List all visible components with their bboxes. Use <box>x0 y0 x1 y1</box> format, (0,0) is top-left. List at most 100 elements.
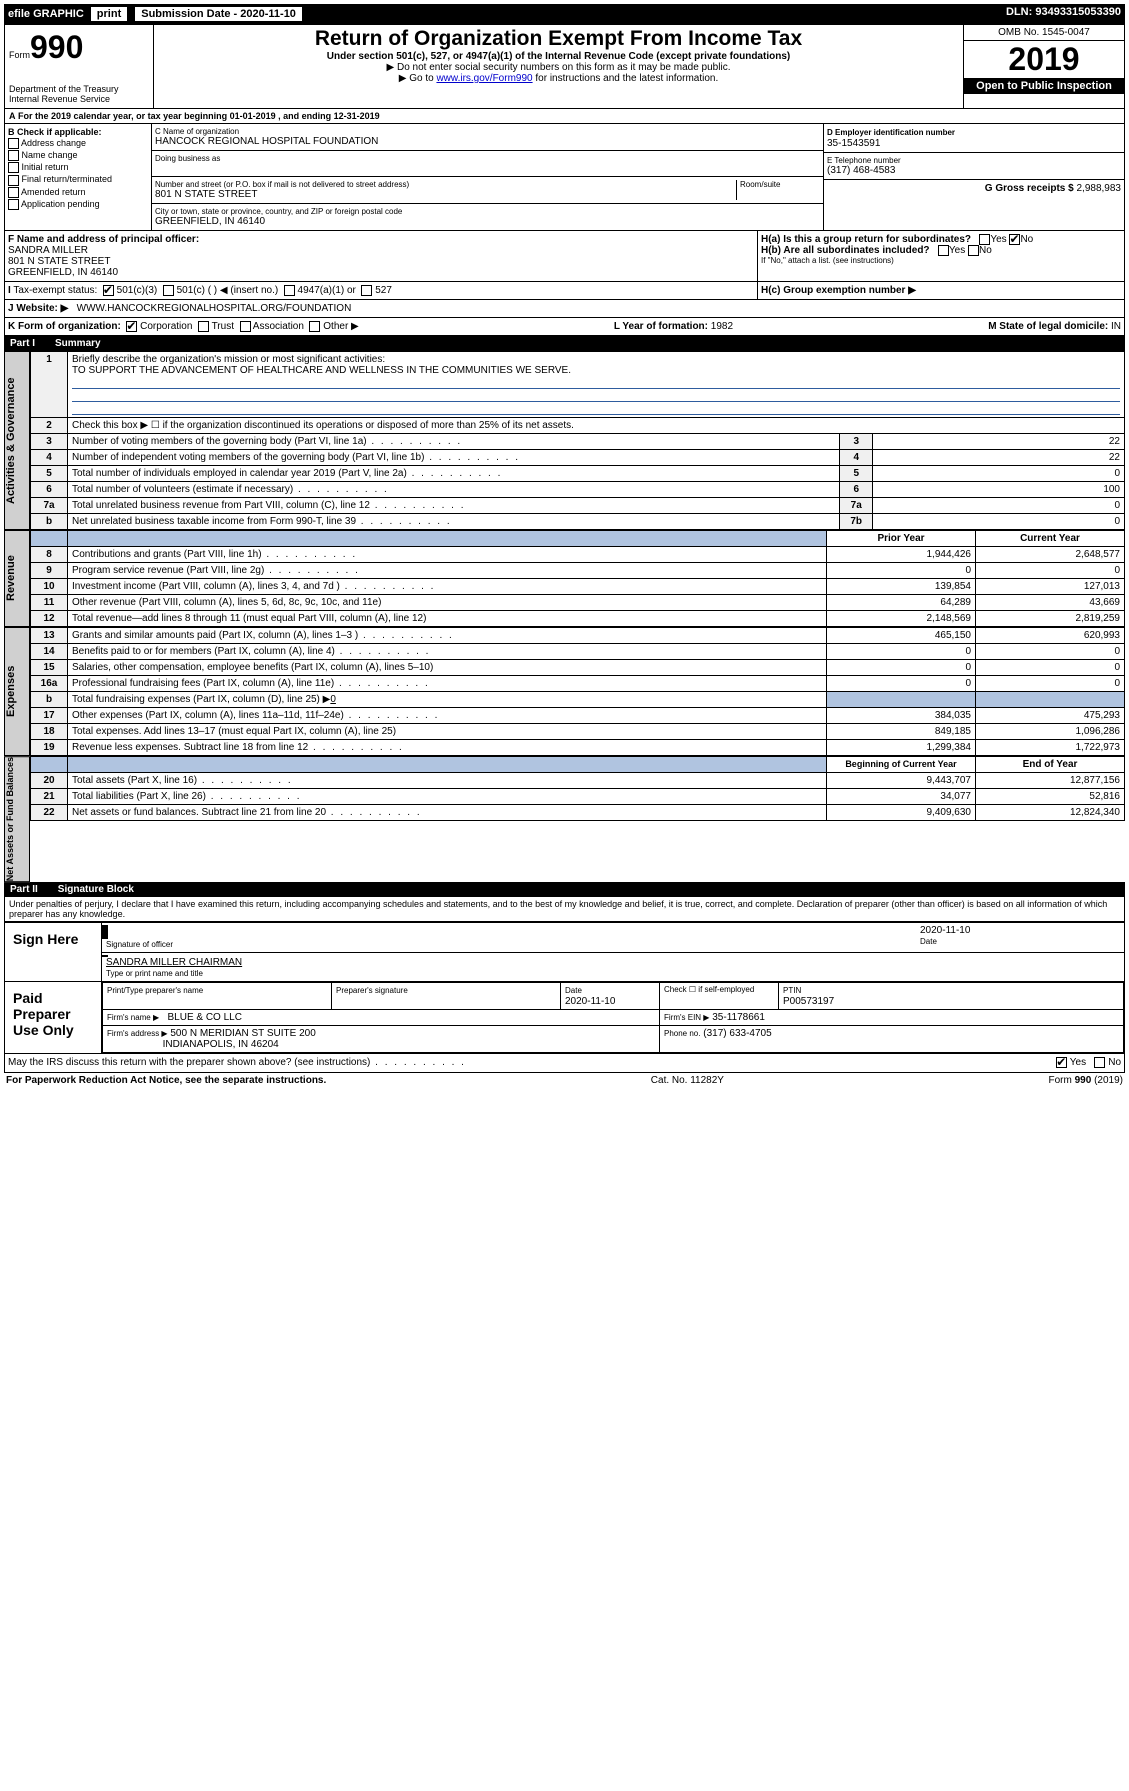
p18: 849,185 <box>827 724 976 740</box>
room-label: Room/suite <box>740 180 820 189</box>
print-button[interactable]: print <box>90 6 128 22</box>
check-corporation[interactable] <box>126 321 137 332</box>
c22: 12,824,340 <box>976 805 1125 821</box>
check-501c3[interactable] <box>103 285 114 296</box>
check-amended[interactable]: Amended return <box>8 187 148 198</box>
v6: 100 <box>873 482 1125 498</box>
form-title: Return of Organization Exempt From Incom… <box>160 27 957 51</box>
c18: 1,096,286 <box>976 724 1125 740</box>
g-label: G Gross receipts $ <box>985 183 1074 194</box>
tax-year: 2019 <box>964 41 1124 78</box>
firm-ein: 35-1178661 <box>712 1012 765 1023</box>
dba-label: Doing business as <box>155 154 820 163</box>
q5: Total number of individuals employed in … <box>68 466 840 482</box>
c17: 475,293 <box>976 708 1125 724</box>
c16a: 0 <box>976 676 1125 692</box>
q3: Number of voting members of the governin… <box>68 434 840 450</box>
dln: DLN: 93493315053390 <box>1006 6 1121 22</box>
phone: (317) 468-4583 <box>827 165 1121 176</box>
j-label: Website: ▶ <box>16 303 68 314</box>
section-bcdeg: B Check if applicable: Address change Na… <box>4 124 1125 231</box>
q22: Net assets or fund balances. Subtract li… <box>68 805 827 821</box>
type-name-label: Type or print name and title <box>106 969 203 978</box>
declaration: Under penalties of perjury, I declare th… <box>4 897 1125 922</box>
sig-date-label: Date <box>920 937 937 946</box>
q1-answer: TO SUPPORT THE ADVANCEMENT OF HEALTHCARE… <box>72 365 571 376</box>
form-header: Form990 Department of the Treasury Inter… <box>4 24 1125 109</box>
discuss-yes[interactable] <box>1056 1057 1067 1068</box>
v5: 0 <box>873 466 1125 482</box>
c15: 0 <box>976 660 1125 676</box>
c20: 12,877,156 <box>976 773 1125 789</box>
side-revenue: Revenue <box>4 530 30 627</box>
side-governance: Activities & Governance <box>4 351 30 530</box>
p13: 465,150 <box>827 628 976 644</box>
prep-date: 2020-11-10 <box>565 996 615 1007</box>
addr-label: Number and street (or P.O. box if mail i… <box>155 180 736 189</box>
org-city: GREENFIELD, IN 46140 <box>155 216 820 227</box>
q19: Revenue less expenses. Subtract line 18 … <box>68 740 827 756</box>
check-501c[interactable] <box>163 285 174 296</box>
c8: 2,648,577 <box>976 547 1125 563</box>
check-trust[interactable] <box>198 321 209 332</box>
f-label: F Name and address of principal officer: <box>8 234 199 245</box>
q16a: Professional fundraising fees (Part IX, … <box>68 676 827 692</box>
check-application-pending[interactable]: Application pending <box>8 199 148 210</box>
form-prefix: Form <box>9 50 30 60</box>
check-self-employed[interactable]: Check ☐ if self-employed <box>660 983 779 1010</box>
q16b: Total fundraising expenses (Part IX, col… <box>68 692 827 708</box>
ha-row: H(a) Is this a group return for subordin… <box>761 234 1121 245</box>
open-public-badge: Open to Public Inspection <box>964 78 1124 94</box>
line-a: A For the 2019 calendar year, or tax yea… <box>4 109 1125 124</box>
p12: 2,148,569 <box>827 611 976 627</box>
firm-ein-label: Firm's EIN ▶ <box>664 1013 709 1022</box>
check-other[interactable] <box>309 321 320 332</box>
p8: 1,944,426 <box>827 547 976 563</box>
check-final-return[interactable]: Final return/terminated <box>8 174 148 185</box>
p10: 139,854 <box>827 579 976 595</box>
check-527[interactable] <box>361 285 372 296</box>
check-initial-return[interactable]: Initial return <box>8 162 148 173</box>
firm-phone-label: Phone no. <box>664 1029 700 1038</box>
prep-name-label: Print/Type preparer's name <box>107 986 203 995</box>
side-expenses: Expenses <box>4 627 30 756</box>
firm-addr-label: Firm's address ▶ <box>107 1029 168 1038</box>
hdr-end: End of Year <box>976 757 1125 773</box>
check-association[interactable] <box>240 321 251 332</box>
l-label: L Year of formation: <box>614 321 708 332</box>
c-label: C Name of organization <box>155 127 820 136</box>
ptin-label: PTIN <box>783 986 801 995</box>
hc-label: H(c) Group exemption number ▶ <box>761 285 916 296</box>
q18: Total expenses. Add lines 13–17 (must eq… <box>68 724 827 740</box>
p16a: 0 <box>827 676 976 692</box>
officer-addr2: GREENFIELD, IN 46140 <box>8 267 118 278</box>
topbar: efile GRAPHIC print Submission Date - 20… <box>4 4 1125 24</box>
q17: Other expenses (Part IX, column (A), lin… <box>68 708 827 724</box>
discuss-no[interactable] <box>1094 1057 1105 1068</box>
check-4947[interactable] <box>284 285 295 296</box>
p19: 1,299,384 <box>827 740 976 756</box>
v7a: 0 <box>873 498 1125 514</box>
sign-here-label: Sign Here <box>5 923 102 981</box>
city-label: City or town, state or province, country… <box>155 207 820 216</box>
p22: 9,409,630 <box>827 805 976 821</box>
check-address-change[interactable]: Address change <box>8 138 148 149</box>
q9: Program service revenue (Part VIII, line… <box>68 563 827 579</box>
q7b: Net unrelated business taxable income fr… <box>68 514 840 530</box>
e-label: E Telephone number <box>827 156 1121 165</box>
discuss-row: May the IRS discuss this return with the… <box>4 1054 1125 1072</box>
sig-officer-label: Signature of officer <box>106 940 173 949</box>
check-name-change[interactable]: Name change <box>8 150 148 161</box>
irs-link[interactable]: www.irs.gov/Form990 <box>436 73 532 84</box>
p14: 0 <box>827 644 976 660</box>
firm-name: BLUE & CO LLC <box>167 1012 241 1023</box>
p11: 64,289 <box>827 595 976 611</box>
officer-typed-name: SANDRA MILLER CHAIRMAN <box>106 957 242 968</box>
c9: 0 <box>976 563 1125 579</box>
firm-addr2: INDIANAPOLIS, IN 46204 <box>163 1039 279 1050</box>
c14: 0 <box>976 644 1125 660</box>
dept-irs: Internal Revenue Service <box>9 94 149 104</box>
q10: Investment income (Part VIII, column (A)… <box>68 579 827 595</box>
submission-date: Submission Date - 2020-11-10 <box>134 6 303 22</box>
state-domicile: IN <box>1111 321 1121 332</box>
